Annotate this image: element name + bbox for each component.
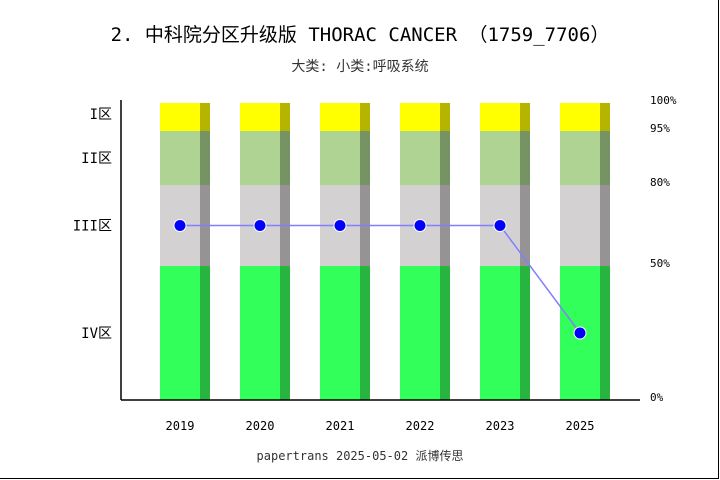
bar-segment-shade bbox=[200, 131, 210, 185]
data-point bbox=[493, 219, 507, 232]
bar-segment-shade bbox=[200, 266, 210, 400]
bar-segment bbox=[400, 266, 440, 400]
bar-segment-shade bbox=[440, 103, 450, 131]
bar-segment bbox=[560, 103, 600, 131]
bar-segment bbox=[560, 185, 600, 266]
bar-segment-shade bbox=[520, 266, 530, 400]
chart-subtitle: 大类: 小类:呼吸系统 bbox=[291, 59, 429, 75]
bar-segment-shade bbox=[280, 266, 290, 400]
x-tick-label: 2021 bbox=[326, 419, 355, 433]
data-point bbox=[333, 219, 347, 232]
bar-segment bbox=[400, 103, 440, 131]
bar-segment-shade bbox=[520, 185, 530, 266]
bar-segment-shade bbox=[360, 103, 370, 131]
bar-segment-shade bbox=[360, 266, 370, 400]
bar-segment bbox=[480, 103, 520, 131]
bar-segment bbox=[240, 266, 280, 400]
bar-segment-shade bbox=[440, 266, 450, 400]
bar-segment bbox=[480, 131, 520, 185]
data-point bbox=[573, 326, 587, 340]
right-tick-label: 95% bbox=[650, 122, 670, 135]
zone-label: III区 bbox=[73, 219, 112, 235]
bar-segment-shade bbox=[600, 266, 610, 400]
x-tick-label: 2022 bbox=[406, 419, 435, 433]
zone-label: II区 bbox=[81, 151, 112, 167]
bar-segment bbox=[160, 266, 200, 400]
right-tick-label: 80% bbox=[650, 176, 670, 189]
right-tick-label: 50% bbox=[650, 257, 670, 270]
chart-title: 2. 中科院分区升级版 THORAC CANCER （1759_7706） bbox=[110, 24, 610, 46]
chart-footer: papertrans 2025-05-02 派博传思 bbox=[256, 449, 464, 463]
bar-segment-shade bbox=[280, 131, 290, 185]
x-tick-label: 2023 bbox=[486, 419, 515, 433]
x-tick-label: 2020 bbox=[246, 419, 275, 433]
bar-segment-shade bbox=[280, 103, 290, 131]
zone-label: IV区 bbox=[81, 326, 112, 342]
right-tick-label: 100% bbox=[650, 94, 677, 107]
data-point bbox=[413, 219, 427, 232]
zone-label: I区 bbox=[90, 107, 112, 123]
bar-segment-shade bbox=[200, 103, 210, 131]
bar-segment-shade bbox=[600, 131, 610, 185]
bar-segment bbox=[400, 131, 440, 185]
bar-segment-shade bbox=[440, 131, 450, 185]
bar-segment bbox=[320, 103, 360, 131]
bar-segment bbox=[160, 103, 200, 131]
bar-segment-shade bbox=[600, 185, 610, 266]
bar-segment-shade bbox=[600, 103, 610, 131]
series-line bbox=[180, 224, 581, 334]
bar-segment-shade bbox=[520, 131, 530, 185]
x-tick-label: 2025 bbox=[566, 419, 595, 433]
bar-segment bbox=[320, 131, 360, 185]
right-tick-label: 0% bbox=[650, 391, 664, 404]
bar-segment bbox=[480, 266, 520, 400]
bar-segment bbox=[320, 266, 360, 400]
data-point bbox=[253, 219, 267, 232]
bar-segment bbox=[240, 103, 280, 131]
bar-segment-shade bbox=[520, 103, 530, 131]
x-tick-label: 2019 bbox=[166, 419, 195, 433]
bar-segment-shade bbox=[360, 131, 370, 185]
bar-segment bbox=[240, 131, 280, 185]
bar-segment bbox=[160, 131, 200, 185]
bar-segment bbox=[560, 131, 600, 185]
data-point bbox=[173, 219, 187, 232]
